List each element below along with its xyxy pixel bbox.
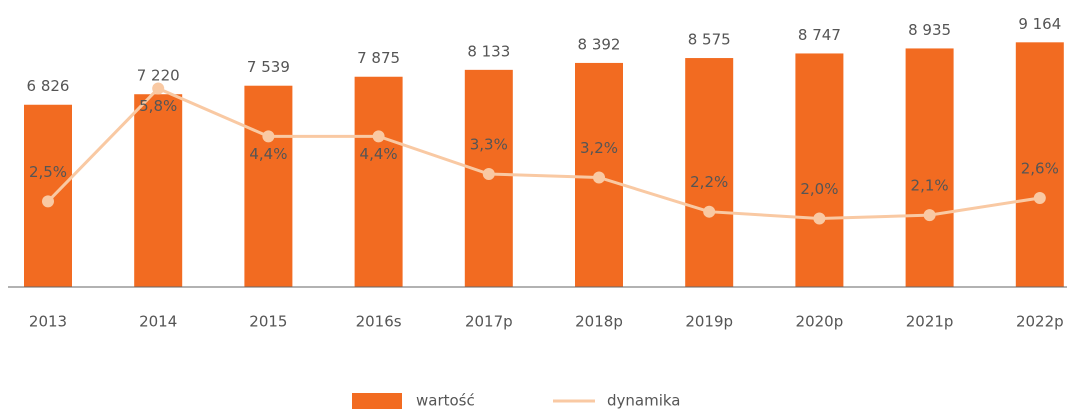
bar-value-label: 8 392	[578, 35, 621, 53]
bar-value-label: 7 875	[357, 49, 400, 67]
bar-value-label: 9 164	[1018, 15, 1061, 33]
x-tick-label: 2013	[29, 313, 67, 331]
bar-value-label: 8 935	[908, 21, 951, 39]
bar-value-label: 8 133	[467, 42, 510, 60]
legend-label: wartość	[416, 392, 475, 410]
line-point	[372, 130, 385, 143]
line-point	[593, 171, 605, 184]
bar-value-label: 7 220	[137, 67, 180, 85]
bar-value-label: 8 747	[798, 26, 841, 44]
line-point	[813, 212, 826, 225]
legend-label: dynamika	[607, 392, 681, 410]
line-point	[923, 209, 936, 222]
bar-value-label: 7 539	[247, 58, 290, 76]
line-value-label: 3,3%	[470, 136, 508, 154]
bar	[1015, 42, 1064, 288]
bar-value-label: 6 826	[27, 77, 70, 95]
line-value-label: 4,4%	[249, 145, 287, 163]
x-tick-label: 2022p	[1016, 313, 1064, 331]
legend-swatch	[352, 393, 402, 409]
x-tick-label: 2020p	[796, 313, 844, 331]
x-tick-label: 2015	[249, 313, 287, 331]
line-value-label: 2,1%	[911, 177, 949, 195]
line-value-label: 2,6%	[1021, 160, 1059, 178]
line-point	[152, 82, 165, 95]
line-value-label: 4,4%	[360, 145, 398, 163]
line-value-label: 3,2%	[580, 139, 618, 157]
bar	[685, 58, 734, 287]
x-tick-label: 2017p	[465, 313, 513, 331]
bar	[134, 94, 183, 287]
bar	[905, 48, 954, 287]
x-tick-label: 2014	[139, 313, 177, 331]
line	[46, 86, 1041, 221]
bar	[354, 76, 403, 287]
bar-value-label: 8 575	[688, 31, 731, 49]
bar	[795, 53, 844, 287]
line-point	[703, 205, 716, 218]
line-value-label: 2,2%	[690, 173, 728, 191]
x-tick-label: 2018p	[575, 313, 623, 331]
x-tick-label: 2019p	[685, 313, 733, 331]
line-point	[1033, 192, 1046, 204]
line-point	[262, 130, 275, 143]
line-value-label: 2,5%	[29, 163, 67, 181]
line-value-label: 5,8%	[139, 97, 177, 115]
x-tick-label: 2021p	[906, 313, 954, 331]
line-value-label: 2,0%	[800, 180, 838, 198]
x-tick-label: 2016s	[356, 313, 402, 331]
line-point	[482, 168, 495, 181]
bar	[244, 85, 293, 287]
line-point	[42, 195, 54, 208]
